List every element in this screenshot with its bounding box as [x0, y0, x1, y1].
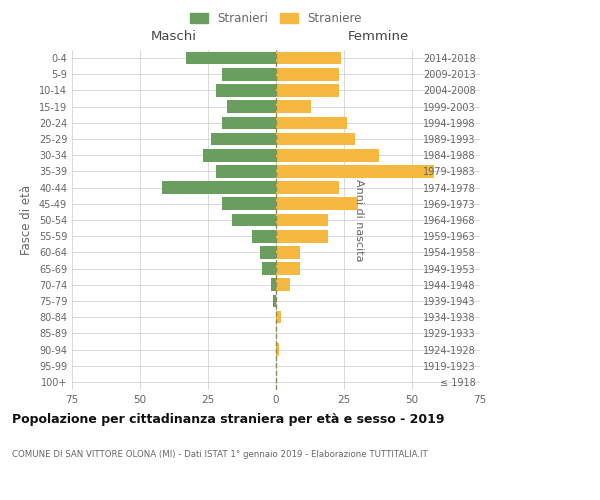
- Bar: [262, 262, 276, 275]
- Bar: [276, 116, 347, 129]
- Text: COMUNE DI SAN VITTORE OLONA (MI) - Dati ISTAT 1° gennaio 2019 - Elaborazione TUT: COMUNE DI SAN VITTORE OLONA (MI) - Dati …: [12, 450, 428, 459]
- Bar: [276, 52, 341, 64]
- Bar: [276, 100, 311, 113]
- Bar: [276, 343, 279, 356]
- Bar: [276, 311, 281, 324]
- Y-axis label: Fasce di età: Fasce di età: [20, 185, 33, 255]
- Bar: [276, 262, 301, 275]
- Bar: [203, 149, 276, 162]
- Bar: [276, 198, 358, 210]
- Bar: [276, 149, 379, 162]
- Bar: [216, 165, 276, 177]
- Text: Popolazione per cittadinanza straniera per età e sesso - 2019: Popolazione per cittadinanza straniera p…: [12, 412, 445, 426]
- Text: Femmine: Femmine: [347, 30, 409, 43]
- Text: Maschi: Maschi: [151, 30, 197, 43]
- Bar: [276, 214, 328, 226]
- Bar: [251, 230, 276, 242]
- Bar: [276, 68, 338, 80]
- Bar: [271, 278, 276, 291]
- Bar: [276, 246, 301, 258]
- Bar: [162, 182, 276, 194]
- Bar: [186, 52, 276, 64]
- Bar: [227, 100, 276, 113]
- Bar: [273, 294, 276, 308]
- Y-axis label: Anni di nascita: Anni di nascita: [353, 179, 364, 261]
- Bar: [276, 132, 355, 145]
- Legend: Stranieri, Straniere: Stranieri, Straniere: [187, 8, 365, 28]
- Bar: [276, 84, 338, 97]
- Bar: [216, 84, 276, 97]
- Bar: [276, 182, 338, 194]
- Bar: [260, 246, 276, 258]
- Bar: [276, 165, 434, 177]
- Bar: [232, 214, 276, 226]
- Bar: [221, 116, 276, 129]
- Bar: [211, 132, 276, 145]
- Bar: [276, 278, 290, 291]
- Bar: [221, 68, 276, 80]
- Bar: [221, 198, 276, 210]
- Bar: [276, 230, 328, 242]
